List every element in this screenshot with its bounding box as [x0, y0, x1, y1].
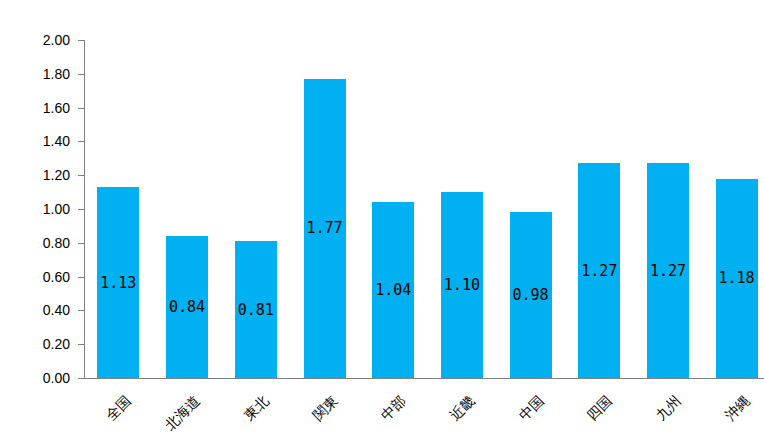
- x-axis-line: [84, 378, 764, 379]
- y-axis-tick: [78, 277, 84, 278]
- y-axis-tick: [78, 175, 84, 176]
- bar-value-label: 0.81: [222, 301, 290, 319]
- y-axis-tick: [78, 344, 84, 345]
- y-axis-label: 1.00: [0, 201, 70, 217]
- y-axis-label: 1.20: [0, 167, 70, 183]
- y-axis-line: [84, 40, 85, 379]
- bar-value-label: 1.27: [565, 262, 633, 280]
- y-axis-tick: [78, 40, 84, 41]
- y-axis-tick: [78, 141, 84, 142]
- y-axis-label: 2.00: [0, 32, 70, 48]
- y-axis-label: 0.20: [0, 336, 70, 352]
- bar-value-label: 1.18: [703, 269, 764, 287]
- y-axis-label: 0.40: [0, 302, 70, 318]
- bar-value-label: 1.77: [291, 219, 359, 237]
- bar-chart: 0.00 0.20 0.40 0.60 0.80 1.00 1.20 1.40 1.60 1.80…: [0, 0, 764, 441]
- bar-value-label: 1.13: [84, 274, 152, 292]
- y-axis-label: 1.60: [0, 100, 70, 116]
- bar-value-label: 1.04: [359, 281, 427, 299]
- bar-value-label: 0.84: [153, 298, 221, 316]
- x-axis-label: 全国: [0, 391, 135, 441]
- y-axis-label: 1.80: [0, 66, 70, 82]
- y-axis-tick: [78, 74, 84, 75]
- y-axis-label: 0.60: [0, 269, 70, 285]
- bar-value-label: 0.98: [497, 286, 565, 304]
- y-axis-label: 1.40: [0, 133, 70, 149]
- y-axis-tick: [78, 310, 84, 311]
- y-axis-label: 0.00: [0, 370, 70, 386]
- y-axis-tick: [78, 108, 84, 109]
- bar-value-label: 1.27: [634, 262, 702, 280]
- y-axis-tick: [78, 243, 84, 244]
- y-axis-label: 0.80: [0, 235, 70, 251]
- bar-value-label: 1.10: [428, 276, 496, 294]
- y-axis-tick: [78, 209, 84, 210]
